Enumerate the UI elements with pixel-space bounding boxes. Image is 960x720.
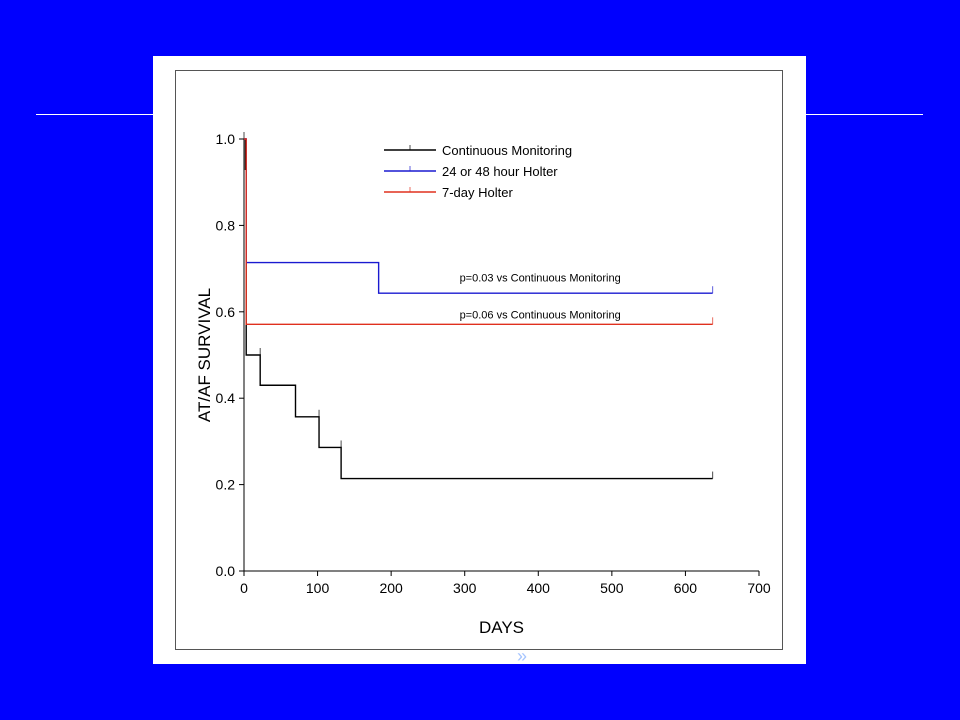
x-tick-label: 700 [747, 580, 771, 596]
series-line-1 [244, 138, 713, 294]
annotation-1: p=0.06 vs Continuous Monitoring [460, 309, 621, 321]
survival-chart: 0.0 0.2 0.4 0.6 0.8 1.0 0 100 200 300 400 500 600 700… [195, 131, 771, 637]
y-axis-label: AT/AF SURVIVAL [195, 288, 214, 422]
x-tick-label: 100 [306, 580, 330, 596]
x-tick-label: 0 [240, 580, 248, 596]
x-tick-label: 500 [600, 580, 624, 596]
x-tick-label: 300 [453, 580, 477, 596]
title-rule-left [36, 114, 154, 115]
chart-frame: 0.0 0.2 0.4 0.6 0.8 1.0 0 100 200 300 400 500 600 700… [175, 70, 783, 650]
x-tick-label: 600 [674, 580, 698, 596]
title-rule-right [806, 114, 923, 115]
y-tick-label: 0.8 [216, 217, 236, 233]
y-tick-label: 1.0 [216, 131, 236, 147]
y-tick-label: 0.0 [216, 563, 236, 579]
annotation-0: p=0.03 vs Continuous Monitoring [460, 273, 621, 285]
x-tick-label: 400 [527, 580, 551, 596]
legend-label-2: 7-day Holter [442, 185, 513, 200]
x-tick-label: 200 [379, 580, 403, 596]
y-tick-label: 0.6 [216, 304, 236, 320]
figure-panel: 0.0 0.2 0.4 0.6 0.8 1.0 0 100 200 300 400 500 600 700… [153, 56, 806, 664]
y-tick-label: 0.2 [216, 477, 236, 493]
legend-label-1: 24 or 48 hour Holter [442, 164, 558, 179]
watermark-glyph: » [516, 648, 527, 664]
series-line-2 [244, 138, 713, 326]
x-axis-label: DAYS [479, 618, 524, 637]
y-tick-label: 0.4 [216, 390, 236, 406]
legend-label-0: Continuous Monitoring [442, 143, 572, 158]
